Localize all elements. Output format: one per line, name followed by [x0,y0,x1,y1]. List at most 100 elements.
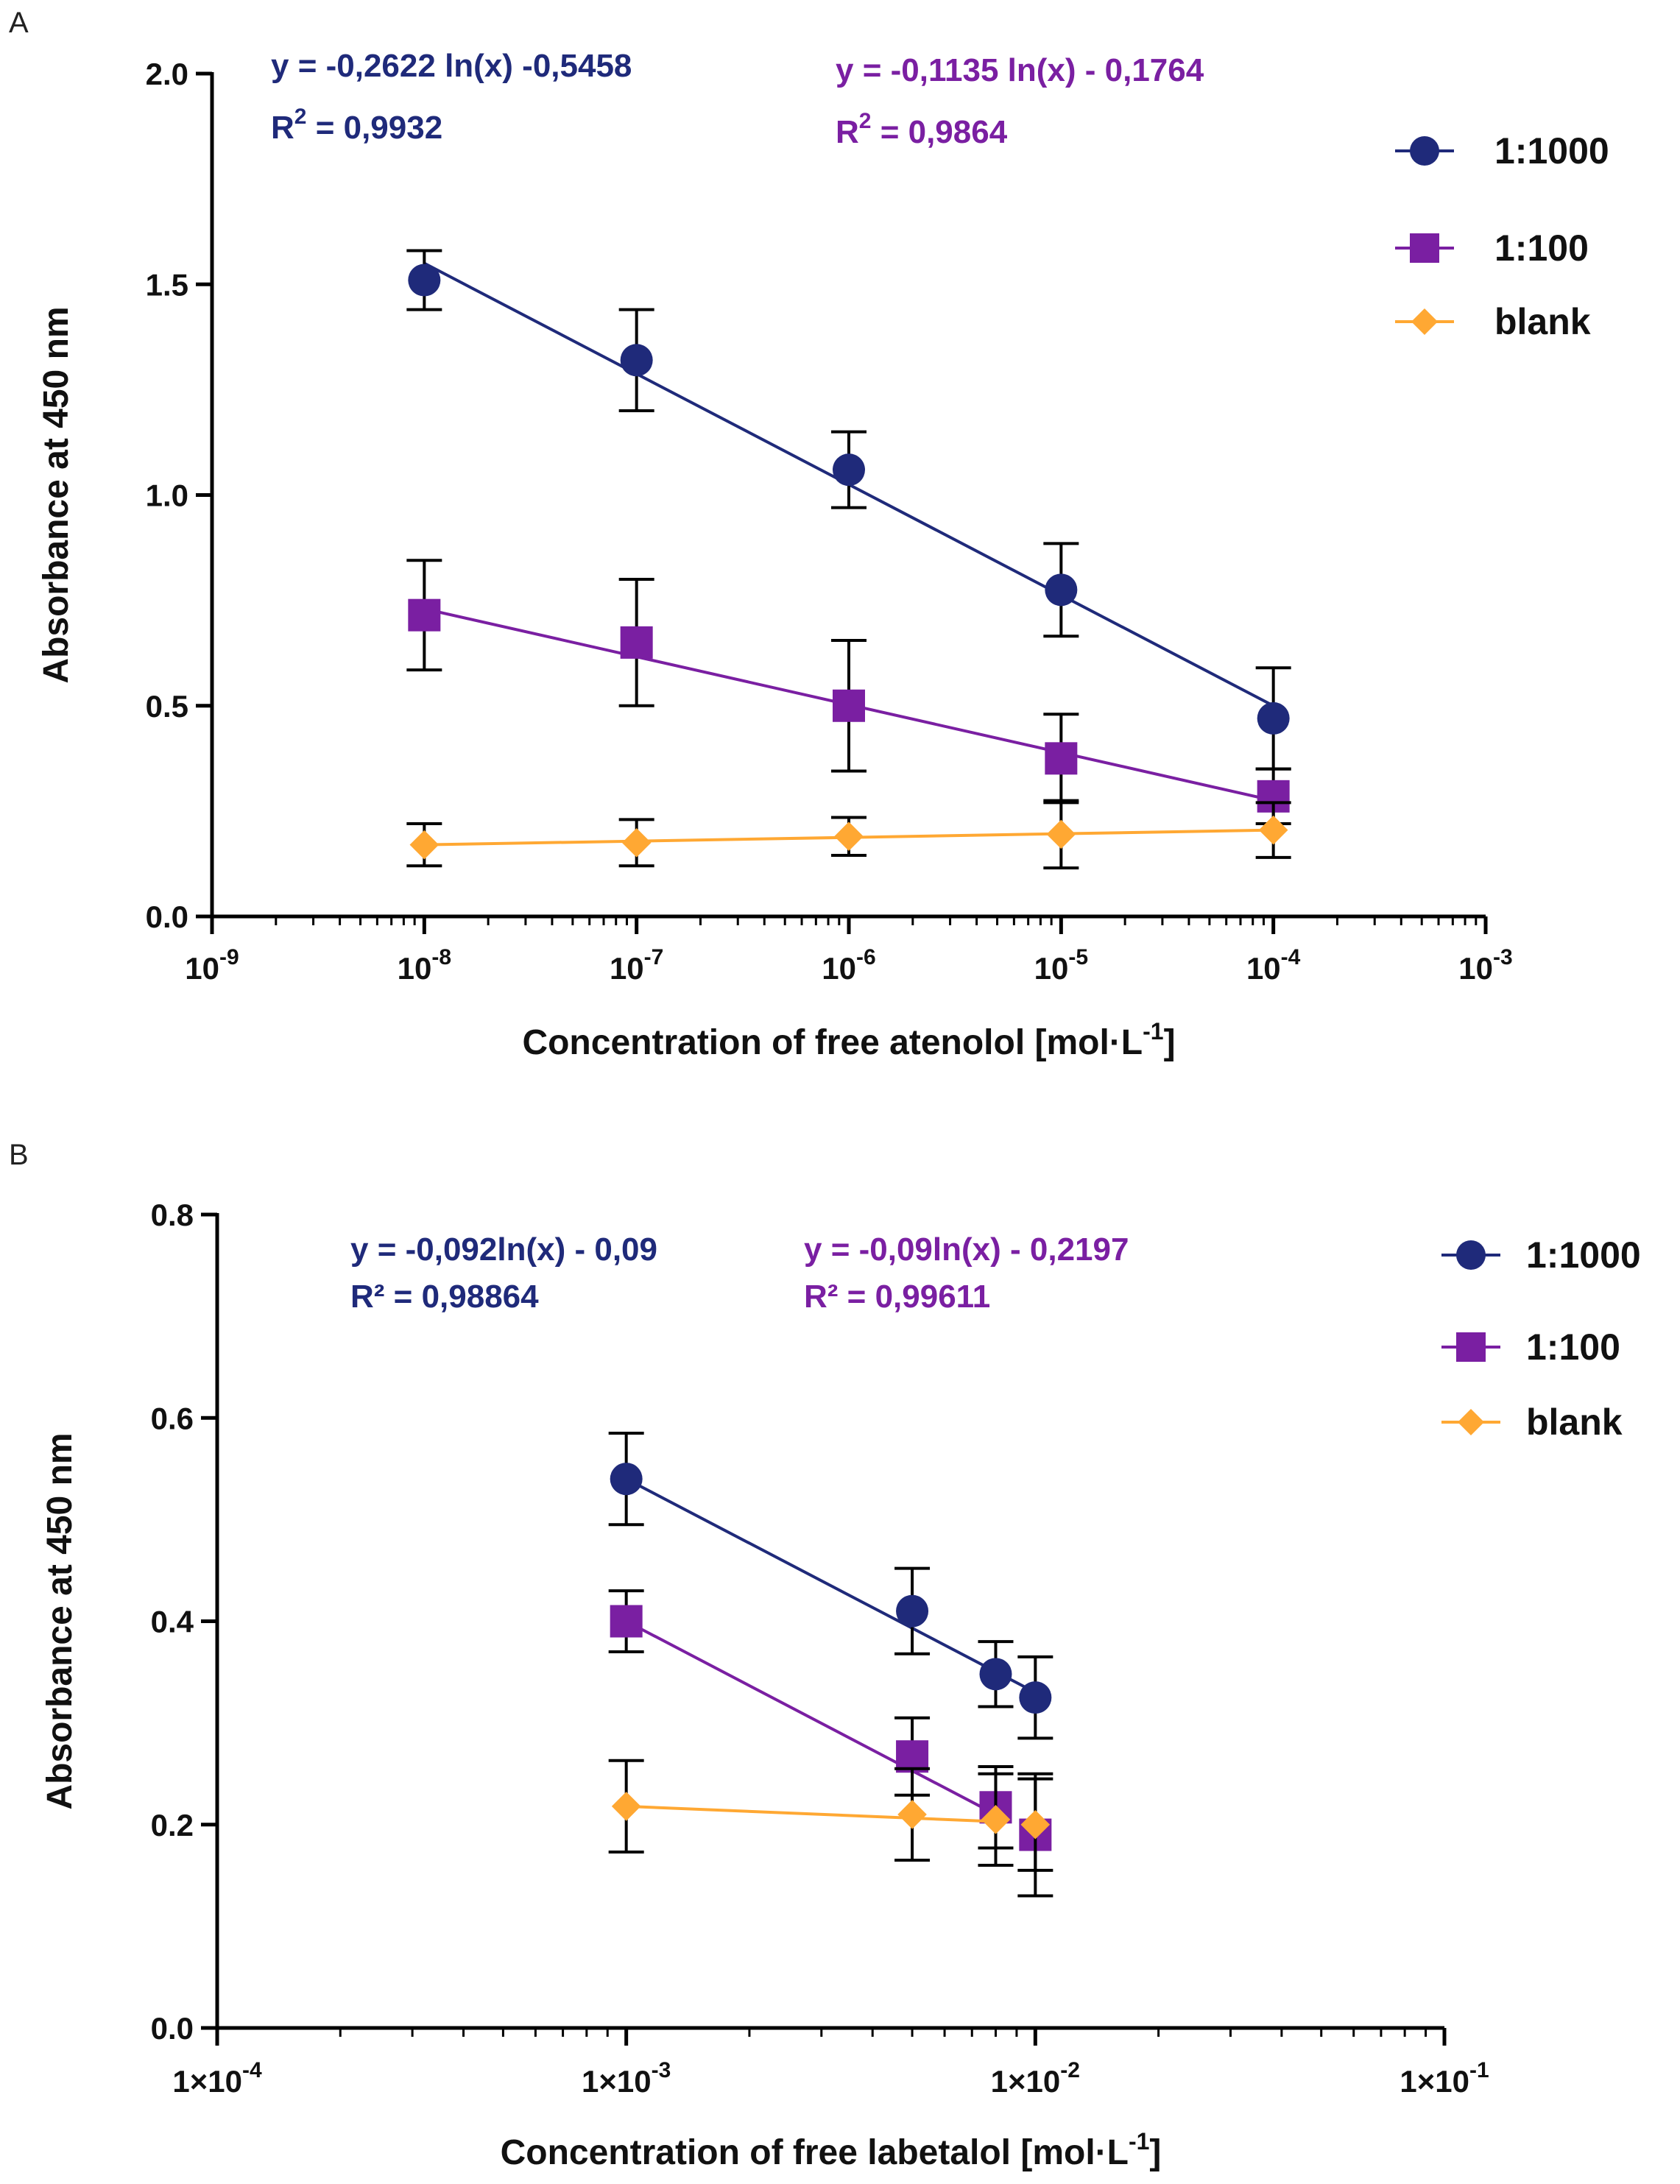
x-tick-exponent: -1 [1469,2058,1489,2082]
x-tick-base: 10 [185,951,219,986]
x-tick-base: 10 [398,951,432,986]
x-axis-title: Concentration of free labetalol [mol·L-1… [501,2128,1162,2172]
x-axis-title-end: ] [1164,1023,1176,1062]
r-squared-line: R² = 0,99611 [804,1279,990,1315]
y-tick-label: 1.5 [146,267,188,302]
legend-label: blank [1494,301,1591,342]
r-squared-sup: 2 [294,105,307,129]
series-blank [406,799,1291,870]
r-squared-sup: 2 [859,109,872,133]
legend-item: 1:1000 [1441,1234,1641,1276]
equation-line: y = -0,09ln(x) - 0,2197 [804,1231,1129,1268]
fit-line [626,1804,996,1823]
data-point [979,1658,1012,1691]
x-axis-title-end: ] [1149,2133,1161,2172]
x-tick-label: 1×10-2 [991,2058,1080,2099]
x-tick-label: 10-6 [822,945,875,986]
x-tick-exponent: -3 [652,2058,671,2082]
data-point [897,1800,927,1829]
y-tick-label: 0.5 [146,689,188,724]
data-point [833,689,865,722]
x-tick-exponent: -4 [1281,945,1301,969]
x-tick-base: 10 [1458,951,1493,986]
r-squared-prefix: R² = 0,99611 [804,1279,990,1315]
r-squared-prefix: R² = 0,98864 [350,1279,539,1315]
data-point [610,1605,643,1638]
r-squared-value: = 0,9864 [871,114,1007,150]
x-tick-label: 10-3 [1458,945,1512,986]
chart-panel-a: A0.00.51.01.52.010-9 10-8 10-7 10-6 10-5 10-4… [9,7,1609,1062]
x-tick-exponent: -6 [856,945,876,969]
series-blank [608,1759,1053,1872]
r-squared-prefix: R [271,110,294,146]
data-point [1019,1681,1052,1714]
y-tick-label: 0.8 [151,1198,194,1232]
data-point [610,1463,643,1496]
legend-label: blank [1526,1402,1623,1443]
legend-marker [1411,308,1438,335]
x-axis-title-main: Concentration of free atenolol [mol·L [522,1023,1143,1062]
r-squared-line: R2 = 0,9932 [271,105,442,146]
legend-marker [1410,136,1439,166]
legend-item: 1:100 [1395,227,1589,269]
data-point [408,264,441,297]
y-axis-title: Absorbance at 450 nm [40,1432,80,1809]
y-tick-label: 0.2 [151,1808,194,1842]
r-squared-line: R² = 0,98864 [350,1279,539,1315]
legend-item: 1:100 [1441,1326,1620,1368]
data-point [1258,815,1288,845]
x-tick-label: 10-7 [610,945,663,986]
y-tick-label: 2.0 [146,57,188,91]
series-1-1000 [608,1431,1053,1740]
x-tick-exponent: -8 [431,945,451,969]
y-tick-label: 0.0 [146,900,188,934]
x-tick-exponent: -7 [644,945,664,969]
x-tick-base: 10 [1034,951,1069,986]
x-tick-label: 1×10-3 [582,2058,671,2099]
x-tick-base: 10 [610,951,644,986]
x-axis-title-sup: -1 [1143,1018,1163,1045]
x-tick-base: 1×10 [991,2064,1061,2099]
panel-letter: B [9,1139,29,1171]
data-point [1257,702,1290,735]
data-point [981,1805,1011,1834]
data-point [1020,1809,1051,1840]
x-axis-title-main: Concentration of free labetalol [mol·L [501,2133,1129,2172]
x-tick-label: 1×10-4 [172,2058,262,2099]
data-point [896,1594,929,1628]
equation-line: y = -0,2622 ln(x) -0,5458 [271,48,632,84]
chart-panel-b: B0.00.20.40.60.81×10-4 1×10-3 1×10-2 1×10-1… [9,1139,1641,2172]
data-point [833,453,865,487]
legend-item: blank [1441,1402,1623,1443]
x-tick-base: 1×10 [172,2064,242,2099]
x-tick-base: 1×10 [582,2064,652,2099]
data-point [611,1792,641,1821]
data-point [1045,573,1078,607]
x-tick-label: 10-8 [398,945,451,986]
equation-line: y = -0,092ln(x) - 0,09 [350,1231,657,1268]
data-point [621,828,652,858]
r-squared-line: R2 = 0,9864 [836,109,1008,150]
legend-label: 1:1000 [1494,130,1609,172]
legend: 1:1000 1:100 blank [1395,130,1609,342]
x-tick-base: 10 [822,951,856,986]
x-axis-title: Concentration of free atenolol [mol·L-1] [522,1018,1175,1062]
x-tick-exponent: -5 [1068,945,1088,969]
data-point [620,626,653,659]
y-tick-label: 0.0 [151,2011,194,2046]
legend-item: blank [1395,301,1591,342]
x-tick-exponent: -2 [1060,2058,1080,2082]
y-tick-label: 0.4 [151,1605,194,1639]
legend: 1:1000 1:100 blank [1441,1234,1641,1443]
data-point [1046,819,1076,849]
r-squared-prefix: R [836,114,859,150]
r-squared-value: = 0,9932 [306,110,442,146]
fit-line [625,1477,1037,1694]
x-tick-exponent: -4 [242,2058,262,2082]
data-point [1045,742,1078,775]
x-axis-title-sup: -1 [1129,2128,1149,2155]
y-tick-label: 1.0 [146,478,188,513]
x-tick-label: 10-5 [1034,945,1088,986]
x-tick-exponent: -3 [1493,945,1513,969]
